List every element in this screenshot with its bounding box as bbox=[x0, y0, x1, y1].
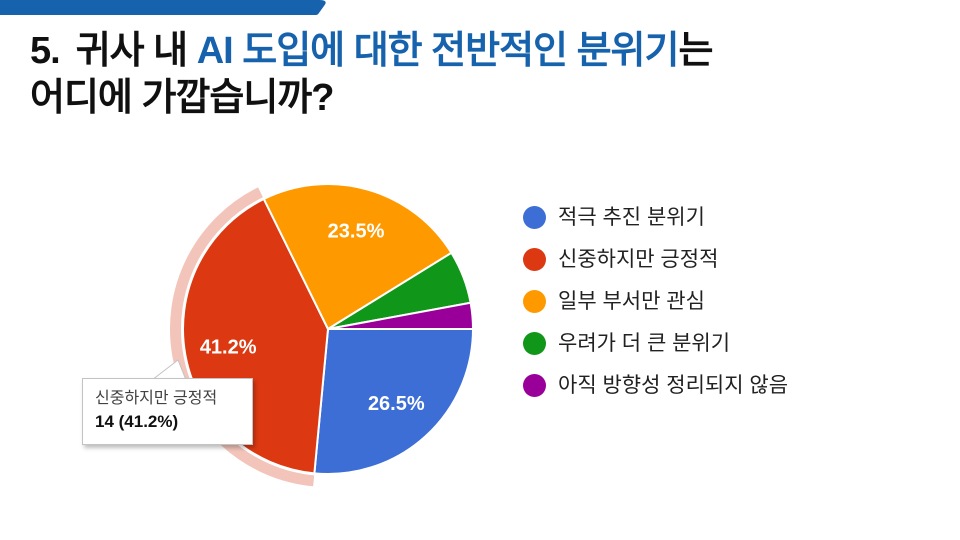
legend-item-5: 아직 방향성 정리되지 않음 bbox=[523, 374, 788, 397]
tooltip-count-percent: 14 (41.2%) bbox=[95, 412, 179, 431]
header-accent-bar-shape bbox=[0, 0, 326, 15]
page-title: 5. 귀사 내 AI 도입에 대한 전반적인 분위기는 어디에 가깝습니까? bbox=[30, 28, 713, 122]
question-number: 5. bbox=[30, 30, 61, 72]
pie-slice-percent-label: 23.5% bbox=[328, 220, 385, 242]
legend-color-dot bbox=[523, 290, 546, 313]
header-accent-bar bbox=[0, 0, 326, 15]
legend-color-dot bbox=[523, 206, 546, 229]
pie-slice-percent-label: 41.2% bbox=[200, 336, 257, 358]
legend-color-dot bbox=[523, 374, 546, 397]
title-text-black1: 귀사 내 bbox=[75, 30, 197, 72]
legend-item-label: 아직 방향성 정리되지 않음 bbox=[558, 374, 789, 397]
legend-item-3: 일부 부서만 관심 bbox=[523, 290, 788, 313]
legend-item-label: 적극 추진 분위기 bbox=[558, 206, 705, 229]
pie-slice-3[interactable] bbox=[262, 183, 453, 330]
title-text-black2: 는 bbox=[678, 30, 713, 72]
legend-item-label: 신중하지만 긍정적 bbox=[558, 248, 719, 271]
title-text-highlight: AI 도입에 대한 전반적인 분위기 bbox=[196, 30, 680, 72]
legend-item-1: 적극 추진 분위기 bbox=[523, 206, 788, 229]
legend-item-label: 일부 부서만 관심 bbox=[558, 290, 705, 313]
pie-slice-5[interactable] bbox=[327, 301, 474, 330]
chart-tooltip: 신중하지만 긍정적 14 (41.2%) bbox=[82, 378, 253, 445]
legend-item-4: 우려가 더 큰 분위기 bbox=[523, 332, 788, 355]
legend-color-dot bbox=[523, 248, 546, 271]
pie-highlight-ring bbox=[170, 187, 315, 487]
pie-slice-1[interactable] bbox=[313, 328, 474, 475]
page-title-line2: 어디에 가깝습니까? bbox=[30, 77, 334, 119]
legend-item-label: 우려가 더 큰 분위기 bbox=[558, 332, 731, 355]
legend-item-2: 신중하지만 긍정적 bbox=[523, 248, 788, 271]
legend-color-dot bbox=[523, 332, 546, 355]
pie-slice-percent-label: 26.5% bbox=[368, 393, 425, 415]
page-title-line1: 5. 귀사 내 AI 도입에 대한 전반적인 분위기는 bbox=[30, 28, 713, 75]
tooltip-category-label: 신중하지만 긍정적 bbox=[95, 390, 218, 407]
